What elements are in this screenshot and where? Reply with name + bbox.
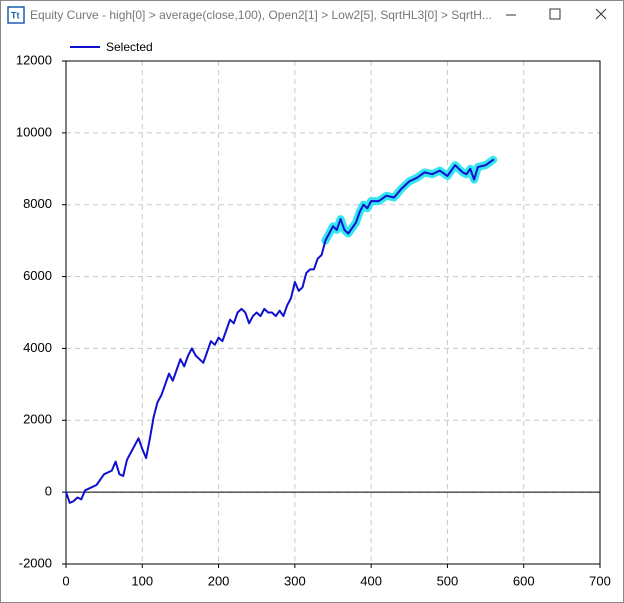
x-tick-label: 300 (284, 573, 306, 588)
y-tick-label: -2000 (19, 555, 52, 570)
plot-border (65, 60, 601, 565)
legend-label: Selected (106, 40, 153, 54)
y-tick-label: 8000 (23, 196, 52, 211)
y-tick-label: 0 (45, 484, 52, 499)
x-tick-label: 200 (208, 573, 230, 588)
app-icon (7, 6, 25, 24)
maximize-button[interactable] (549, 8, 561, 20)
y-tick-label: 12000 (16, 52, 52, 67)
window-title: Equity Curve - high[0] > average(close,1… (30, 8, 492, 22)
y-tick-label: 4000 (23, 340, 52, 355)
y-tick-label: 2000 (23, 412, 52, 427)
x-tick-label: 600 (513, 573, 535, 588)
x-tick-label: 700 (589, 573, 611, 588)
y-tick-label: 6000 (23, 268, 52, 283)
x-tick-label: 0 (62, 573, 69, 588)
app-icon-glyph: Tt (11, 10, 20, 20)
equity-line (65, 158, 495, 504)
close-button[interactable] (595, 8, 607, 20)
x-tick-label: 500 (437, 573, 459, 588)
x-tick-label: 100 (131, 573, 153, 588)
x-tick-label: 400 (360, 573, 382, 588)
y-tick-label: 10000 (16, 124, 52, 139)
